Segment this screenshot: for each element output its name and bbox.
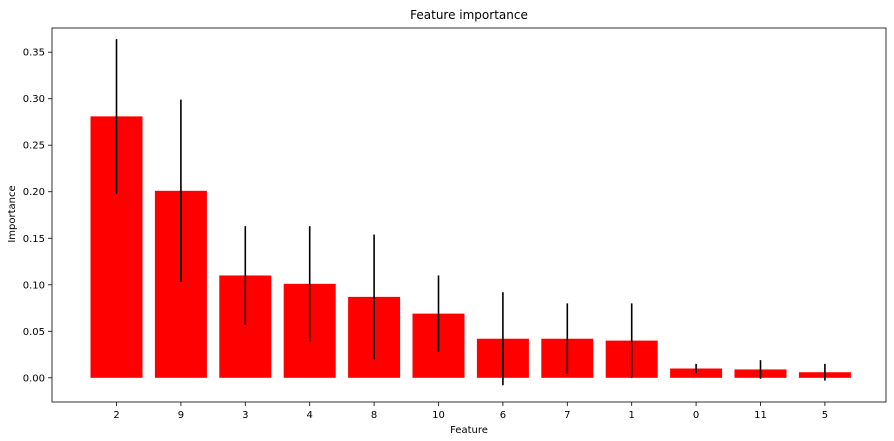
x-tick-label-2: 2 xyxy=(113,410,119,421)
x-tick-label-9: 9 xyxy=(178,410,184,421)
x-tick-label-6: 6 xyxy=(500,410,506,421)
x-axis-label: Feature xyxy=(450,425,488,436)
chart-title: Feature importance xyxy=(410,8,528,22)
x-tick-label-0: 0 xyxy=(693,410,699,421)
y-tick-label-0.10: 0.10 xyxy=(23,280,45,291)
y-tick-label-0.15: 0.15 xyxy=(23,234,45,245)
y-tick-label-0.00: 0.00 xyxy=(23,373,45,384)
y-axis-label: Importance xyxy=(7,185,18,242)
x-tick-label-5: 5 xyxy=(822,410,828,421)
x-tick-label-10: 10 xyxy=(432,410,445,421)
y-tick-label-0.35: 0.35 xyxy=(23,48,45,59)
x-tick-label-8: 8 xyxy=(371,410,377,421)
x-tick-label-7: 7 xyxy=(564,410,570,421)
axes-frame xyxy=(51,27,887,403)
x-tick-label-11: 11 xyxy=(754,410,767,421)
x-tick-label-1: 1 xyxy=(629,410,635,421)
y-tick-label-0.25: 0.25 xyxy=(23,141,45,152)
x-tick-label-3: 3 xyxy=(242,410,248,421)
plot-area: 2 9 3 4 8 10 6 7 1 0 11 50.000.050.100.150.200.250.… xyxy=(23,27,887,421)
y-tick-label-0.20: 0.20 xyxy=(23,187,45,198)
y-tick-label-0.05: 0.05 xyxy=(23,327,45,338)
y-tick-label-0.30: 0.30 xyxy=(23,94,45,105)
x-tick-label-4: 4 xyxy=(307,410,313,421)
